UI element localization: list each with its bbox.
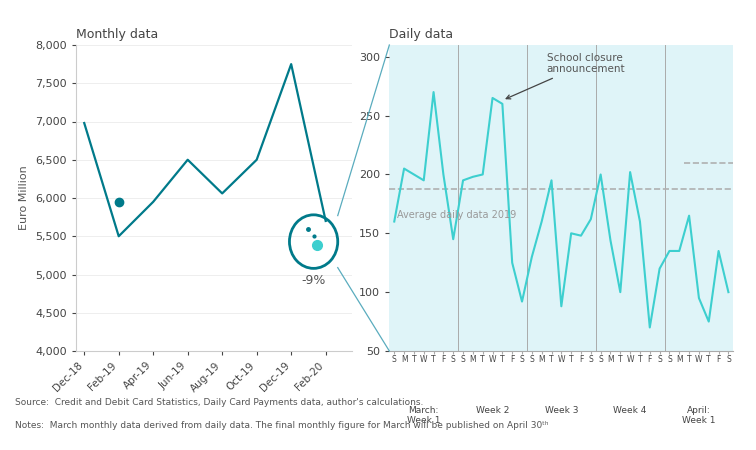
Text: Monthly data: Monthly data	[76, 28, 158, 41]
Text: School closure
announcement: School closure announcement	[507, 53, 625, 99]
Text: Daily data: Daily data	[389, 28, 454, 41]
Text: March:
Week 1: March: Week 1	[407, 406, 441, 426]
Text: Source:  Credit and Debit Card Statistics, Daily Card Payments data, author's ca: Source: Credit and Debit Card Statistics…	[15, 398, 423, 407]
Text: -9%: -9%	[302, 274, 326, 288]
Text: Week 3: Week 3	[544, 406, 578, 415]
Text: Notes:  March monthly data derived from daily data. The final monthly figure for: Notes: March monthly data derived from d…	[15, 421, 549, 430]
Y-axis label: Euro Million: Euro Million	[20, 166, 29, 230]
Text: Week 4: Week 4	[613, 406, 647, 415]
Text: Average daily data 2019: Average daily data 2019	[397, 210, 516, 220]
Text: Week 2: Week 2	[476, 406, 510, 415]
Text: April:
Week 1: April: Week 1	[682, 406, 716, 426]
